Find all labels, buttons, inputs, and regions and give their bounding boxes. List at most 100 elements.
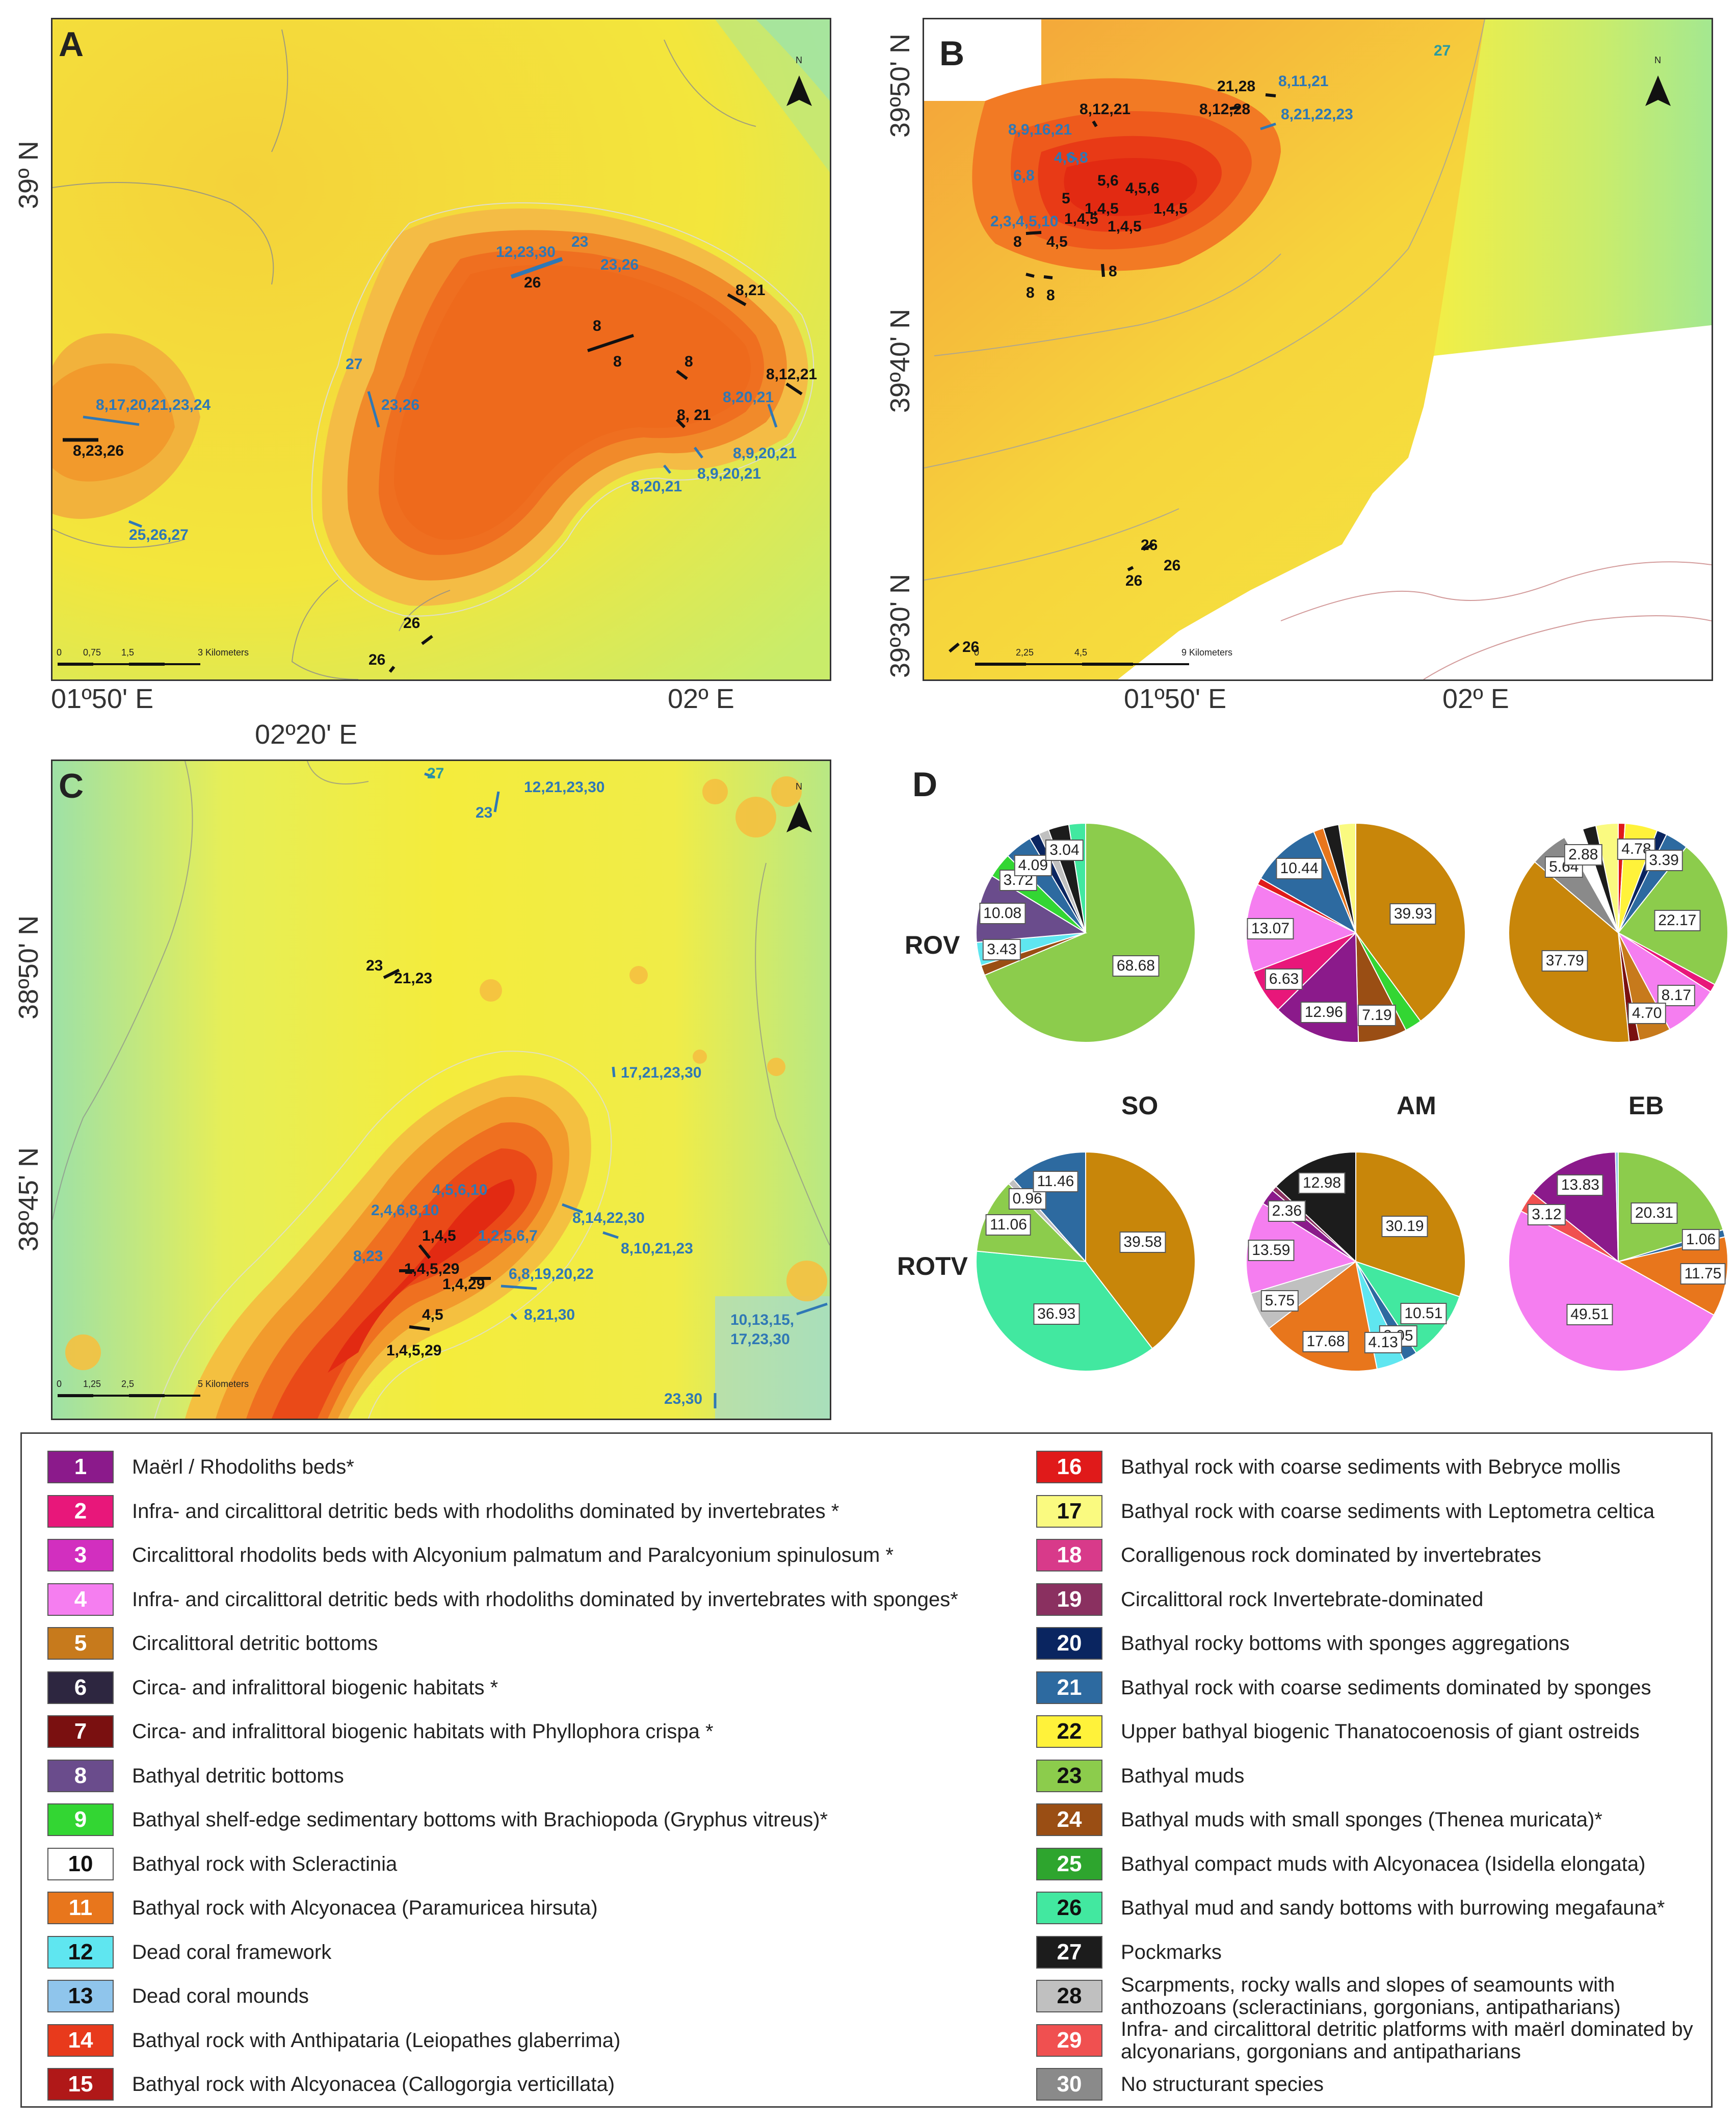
pie-value-label: 1.06 — [1681, 1228, 1720, 1250]
map-label: 4,5 — [422, 1306, 443, 1323]
map-label: 8,21 — [735, 282, 766, 299]
legend-swatch: 10 — [47, 1847, 114, 1880]
scale-bar — [58, 663, 200, 666]
scale-tick: 2,5 — [121, 1379, 135, 1389]
pie-slice — [976, 875, 1088, 943]
map-label: 8,11,21 — [1278, 73, 1329, 90]
legend-label: Bathyal shelf-edge sedimentary bottoms w… — [132, 1809, 828, 1831]
map-label: 23 — [366, 957, 383, 974]
pie-value-label: 49.51 — [1566, 1304, 1613, 1326]
pie-value-label: 12.96 — [1300, 1001, 1347, 1023]
map-label: 8,21,30 — [524, 1306, 575, 1323]
map-label: 8 — [1109, 263, 1117, 280]
map-label: 8,10,21,23 — [621, 1240, 693, 1257]
legend-item: 28 Scarpments, rocky walls and slopes of … — [1036, 1974, 1702, 2019]
scale-tick: 0 — [57, 647, 62, 658]
pie-value-label: 36.93 — [1033, 1303, 1080, 1325]
legend-swatch: 4 — [47, 1583, 114, 1616]
legend-item: 17 Bathyal rock with coarse sediments wit… — [1036, 1494, 1702, 1529]
map-label: 8,9,20,21 — [733, 445, 797, 462]
legend-swatch: 15 — [47, 2068, 114, 2101]
legend-swatch: 18 — [1036, 1539, 1102, 1571]
legend-swatch: 29 — [1036, 2024, 1102, 2057]
map-b: B N 0 2,25 4,5 9 Kilometers 27 21,28 8,1… — [923, 18, 1713, 681]
transect — [562, 1203, 583, 1214]
legend-swatch: 24 — [1036, 1803, 1102, 1836]
legend-swatch: 14 — [47, 2024, 114, 2057]
panel-letter: D — [912, 765, 938, 804]
scale-tick: 4,5 — [1074, 647, 1088, 658]
pie-value-label: 3.43 — [983, 938, 1021, 960]
legend-label: Bathyal rocky bottoms with sponges aggre… — [1121, 1632, 1570, 1655]
pie-eb-rotv — [1508, 1151, 1728, 1372]
lon-label: 02º E — [668, 684, 734, 714]
map-label: 5,6 — [1097, 172, 1119, 189]
map-label: 10,13,15, — [730, 1312, 795, 1328]
panel-d: D ROV ROTV SO AM EB 68.68 3.43 10.08 3.72 4.… — [866, 714, 1736, 1417]
lon-label: 01º50' E — [1124, 684, 1227, 714]
legend-item: 13 Dead coral mounds — [47, 1978, 309, 2014]
legend-item: 12 Dead coral framework — [47, 1934, 331, 1970]
legend-label: Infra- and circalittoral detritic beds w… — [132, 1500, 839, 1523]
pie-slice — [1617, 1236, 1728, 1316]
legend-swatch: 22 — [1036, 1715, 1102, 1748]
map-label: 1,4,5 — [1085, 200, 1119, 217]
legend-swatch: 17 — [1036, 1495, 1102, 1528]
scale-tick: 9 Kilometers — [1181, 647, 1233, 658]
legend-swatch: 26 — [1036, 1892, 1102, 1924]
map-label: 8,21,22,23 — [1281, 106, 1353, 123]
map-label: 27 — [346, 356, 363, 373]
transect — [785, 382, 803, 396]
map-label: 25,26,27 — [129, 527, 189, 543]
pie-slice — [1338, 822, 1356, 933]
transect — [796, 1302, 828, 1316]
pie-value-label: 37.79 — [1541, 950, 1588, 972]
transect — [83, 415, 140, 426]
transect — [1265, 93, 1276, 97]
legend-item: 27 Pockmarks — [1036, 1934, 1702, 1970]
legend-swatch: 21 — [1036, 1671, 1102, 1704]
transect — [949, 642, 960, 653]
legend-item: 19 Circalittoral rock Invertebrate-domina… — [1036, 1582, 1702, 1617]
map-label: 8,9,16,21 — [1008, 121, 1072, 138]
legend-label: Infra- and circalittoral detritic beds w… — [132, 1588, 958, 1611]
pie-value-label: 3.39 — [1645, 850, 1683, 872]
legend-label: Circa- and infralittoral biogenic habita… — [132, 1676, 498, 1699]
legend-label: Infra- and circalittoral detritic platfo… — [1121, 2018, 1693, 2063]
transect — [493, 791, 500, 813]
north-arrow — [786, 802, 812, 832]
legend-item: 11 Bathyal rock with Alcyonacea (Paramuri… — [47, 1890, 598, 1926]
scale-bar — [58, 1394, 200, 1397]
map-label: 17,23,30 — [730, 1331, 790, 1348]
pie-value-label: 3.04 — [1045, 839, 1084, 861]
legend-label: Pockmarks — [1121, 1941, 1222, 1963]
legend-label: Dead coral framework — [132, 1941, 332, 1963]
scale-tick: 0,75 — [83, 647, 101, 658]
legend-item: 9 Bathyal shelf-edge sedimentary bottoms … — [47, 1802, 828, 1838]
pie-value-label: 30.19 — [1381, 1216, 1428, 1238]
legend-swatch: 13 — [47, 1980, 114, 2012]
map-label: 27 — [1434, 42, 1451, 59]
transect — [694, 447, 703, 459]
legend-swatch: 30 — [1036, 2068, 1102, 2101]
lat-label: 39º40' N — [885, 308, 915, 413]
map-label: 17,21,23,30 — [621, 1064, 702, 1081]
legend-swatch: 1 — [47, 1451, 114, 1483]
transect — [663, 464, 671, 474]
pie-value-label: 5.75 — [1260, 1290, 1299, 1312]
map-label: 26 — [1141, 537, 1158, 554]
map-label: 8,12,21 — [766, 366, 818, 383]
pie-value-label: 39.58 — [1119, 1231, 1166, 1253]
map-label: 8,12,21 — [1080, 101, 1131, 118]
map-label: 8 — [613, 353, 622, 370]
legend-label: Bathyal mud and sandy bottoms with burro… — [1121, 1897, 1665, 1919]
map-label: 8, 21 — [677, 407, 711, 424]
pie-so-rotv — [976, 1151, 1196, 1372]
pie-value-label: 11.06 — [986, 1214, 1031, 1236]
legend-label: Scarpments, rocky walls and slopes of se… — [1121, 1974, 1621, 2019]
map-label: 2,4,6,8,10 — [371, 1202, 439, 1219]
legend-swatch: 19 — [1036, 1583, 1102, 1616]
legend-item: 1 Maërl / Rhodoliths beds* — [47, 1449, 354, 1485]
legend-swatch: 25 — [1036, 1847, 1102, 1880]
legend-swatch: 8 — [47, 1759, 114, 1792]
